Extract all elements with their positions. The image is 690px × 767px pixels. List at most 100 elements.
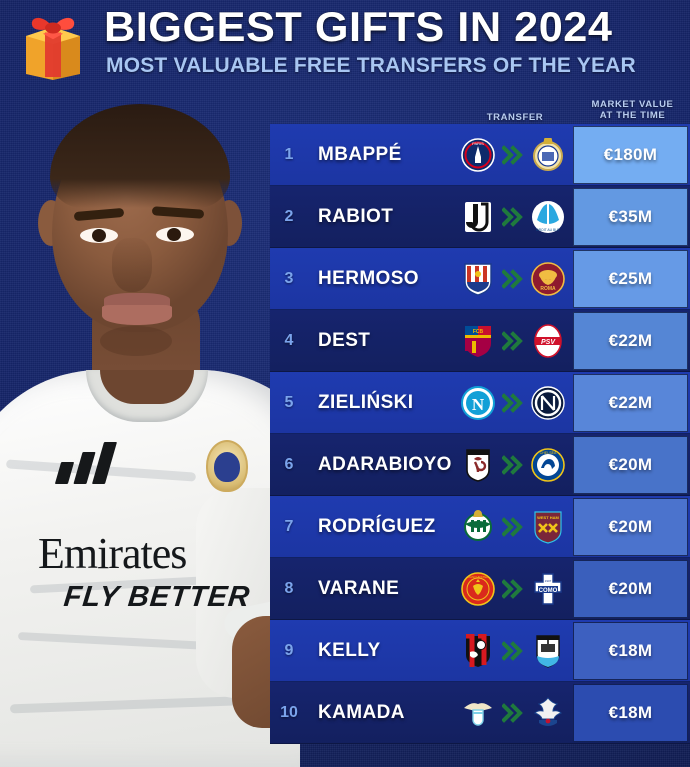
row-rank: 5 — [284, 394, 294, 411]
club-crest-to-icon: PSV — [531, 324, 565, 358]
row-transfer — [453, 633, 573, 668]
club-crest-from-icon — [461, 696, 495, 730]
club-crest-to-icon: COMO 1907 — [531, 572, 565, 606]
row-transfer: WEST HAM — [453, 510, 573, 544]
svg-text:1907: 1907 — [545, 579, 552, 583]
club-crest-from-icon — [461, 262, 495, 296]
row-player-name: KAMADA — [318, 702, 405, 723]
club-crest-from-icon — [461, 510, 495, 544]
row-rank: 3 — [284, 270, 294, 287]
svg-text:MANCHESTER: MANCHESTER — [467, 575, 489, 579]
svg-text:N: N — [472, 395, 485, 414]
player-photo: Emirates FLY BETTER — [0, 88, 300, 767]
row-player-name: KELLY — [318, 640, 381, 661]
transfer-arrows-icon — [502, 641, 524, 661]
transfer-arrows-icon — [502, 579, 524, 599]
svg-text:DROIT AU BUT: DROIT AU BUT — [536, 228, 560, 232]
row-player-name: VARANE — [318, 578, 400, 599]
club-crest-from-icon: N — [461, 386, 495, 420]
transfer-arrows-icon — [502, 455, 524, 475]
header-banner: BIGGEST GIFTS IN 2024 MOST VALUABLE FREE… — [0, 0, 690, 96]
row-transfer — [453, 696, 573, 730]
jersey-collar-opening — [100, 370, 194, 404]
row-rank: 2 — [284, 208, 294, 225]
row-market-value: €35M — [573, 188, 688, 246]
club-crest-from-icon — [461, 633, 495, 668]
row-player-name: DEST — [318, 330, 371, 351]
row-market-value: €18M — [573, 684, 688, 742]
transfer-arrows-icon — [502, 145, 524, 165]
row-market-value: €20M — [573, 498, 688, 556]
svg-text:PARIS: PARIS — [472, 141, 484, 146]
row-transfer: ROMA — [453, 262, 573, 296]
column-header-transfer: TRANSFER — [486, 112, 544, 123]
row-transfer: DROIT AU BUT — [453, 200, 573, 234]
transfer-arrows-icon — [502, 703, 524, 723]
player-chin — [100, 326, 172, 356]
svg-text:PSV: PSV — [541, 339, 556, 346]
jersey-sponsor-text: Emirates — [38, 529, 187, 578]
svg-text:FCB: FCB — [473, 329, 484, 335]
row-market-value: €18M — [573, 622, 688, 680]
row-player-name: ZIELIŃSKI — [318, 392, 414, 413]
table-row: 3 HERMOSO ROMA €25M — [270, 248, 690, 310]
row-rank: 9 — [284, 642, 294, 659]
row-market-value: €20M — [573, 436, 688, 494]
row-player-name: MBAPPÉ — [318, 144, 402, 165]
club-crest-from-icon — [461, 200, 495, 234]
column-header-value-line2: AT THE TIME — [599, 110, 666, 121]
club-crest-to-icon — [531, 634, 565, 668]
table-row: 6 ADARABIOYO CHELSEA €20M — [270, 434, 690, 496]
player-nose — [112, 238, 152, 292]
table-row: 8 VARANE MANCHESTER COMO 1907 €20M — [270, 558, 690, 620]
column-header-value-line1: MARKET VALUE — [591, 99, 674, 110]
row-market-value: €25M — [573, 250, 688, 308]
svg-text:WEST HAM: WEST HAM — [537, 515, 559, 520]
club-crest-from-icon: FCB — [461, 324, 495, 358]
row-transfer: MANCHESTER COMO 1907 — [453, 572, 573, 606]
page-title: BIGGEST GIFTS IN 2024 — [104, 3, 613, 50]
row-player-name: RABIOT — [318, 206, 394, 227]
row-market-value: €180M — [573, 126, 688, 184]
player-eye-right — [156, 227, 194, 242]
club-crest-to-icon — [531, 136, 565, 172]
table-row: 4 DEST FCB PSV €22M — [270, 310, 690, 372]
row-market-value: €22M — [573, 312, 688, 370]
row-player-name: HERMOSO — [318, 268, 419, 289]
player-lower-lip — [102, 305, 172, 325]
row-market-value: €20M — [573, 560, 688, 618]
club-crest-from-icon — [461, 448, 495, 482]
row-transfer: FCB PSV — [453, 324, 573, 358]
club-crest-from-icon: MANCHESTER — [461, 572, 495, 606]
transfer-arrows-icon — [502, 393, 524, 413]
svg-text:COMO: COMO — [539, 588, 558, 594]
row-rank: 4 — [284, 332, 294, 349]
row-transfer: N — [453, 386, 573, 420]
club-crest-to-icon — [531, 386, 565, 420]
row-player-name: ADARABIOYO — [318, 454, 452, 475]
svg-text:CHELSEA: CHELSEA — [540, 451, 557, 455]
row-rank: 6 — [284, 456, 294, 473]
club-crest-from-icon: PARIS — [461, 138, 495, 172]
row-transfer: CHELSEA — [453, 448, 573, 482]
table-row: 2 RABIOT DROIT AU BUT €35M — [270, 186, 690, 248]
table-column-headers: TRANSFER MARKET VALUE AT THE TIME — [270, 98, 690, 124]
transfer-arrows-icon — [502, 207, 524, 227]
transfer-arrows-icon — [502, 269, 524, 289]
table-row: 7 RODRÍGUEZ WEST HAM €20M — [270, 496, 690, 558]
table-row: 1 MBAPPÉ PARIS €180M — [270, 124, 690, 186]
table-row: 10 KAMADA €18M — [270, 682, 690, 744]
player-eye-left — [80, 228, 118, 243]
club-crest-to-icon — [531, 696, 565, 730]
club-crest-to-icon: WEST HAM — [531, 510, 565, 544]
page-subtitle: MOST VALUABLE FREE TRANSFERS OF THE YEAR — [106, 54, 636, 77]
adidas-logo-icon — [54, 440, 124, 484]
player-hair — [50, 104, 230, 208]
real-madrid-crest-inner — [214, 452, 240, 482]
club-crest-to-icon: CHELSEA — [531, 448, 565, 482]
row-market-value: €22M — [573, 374, 688, 432]
row-rank: 8 — [284, 580, 294, 597]
transfer-arrows-icon — [502, 331, 524, 351]
row-rank: 1 — [284, 146, 294, 163]
